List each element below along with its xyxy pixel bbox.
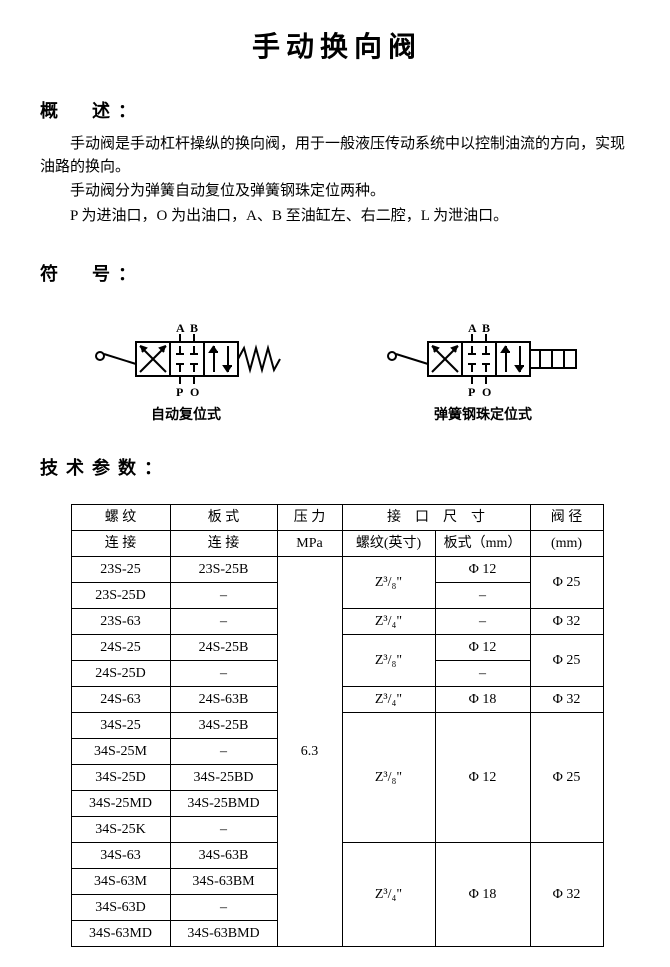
col-plate-bot: 连 接 xyxy=(170,531,277,557)
overview-p3: P 为进油口，O 为出油口，A、B 至油缸左、右二腔，L 为泄油口。 xyxy=(40,205,634,228)
overview-p2: 手动阀分为弹簧自动复位及弹簧钢珠定位两种。 xyxy=(40,180,634,203)
valve-symbol-detent-icon: A B P O xyxy=(378,318,588,398)
symbol-auto-caption: 自动复位式 xyxy=(151,404,221,425)
params-heading: 技术参数： xyxy=(40,455,634,482)
overview-heading: 概 述： xyxy=(40,98,634,125)
page-root: 手动换向阀 概 述： 手动阀是手动杠杆操纵的换向阀，用于一般液压传动系统中以控制… xyxy=(0,0,670,967)
port-p-label: P xyxy=(468,385,475,398)
port-b-label: B xyxy=(482,321,490,335)
col-thread-top: 螺 纹 xyxy=(71,505,170,531)
col-bore-bot: (mm) xyxy=(530,531,603,557)
table-row: 连 接 连 接 MPa 螺纹(英寸) 板式（mm） (mm) xyxy=(71,531,603,557)
col-if-plate: 板式（mm） xyxy=(435,531,530,557)
col-plate-top: 板 式 xyxy=(170,505,277,531)
overview-p1: 手动阀是手动杠杆操纵的换向阀，用于一般液压传动系统中以控制油流的方向，实现油路的… xyxy=(40,133,634,178)
symbol-detent-caption: 弹簧钢珠定位式 xyxy=(434,404,532,425)
table-row: 螺 纹 板 式 压 力 接 口 尺 寸 阀 径 xyxy=(71,505,603,531)
table-row: 23S-25 23S-25B 6.3 Z³/₈" Φ 12 Φ 25 xyxy=(71,557,603,583)
symbols-row: A B P O 自动复位式 xyxy=(40,318,634,425)
col-if-thread: 螺纹(英寸) xyxy=(342,531,435,557)
valve-symbol-auto-icon: A B P O xyxy=(86,318,286,398)
symbols-heading: 符 号： xyxy=(40,261,634,288)
col-press-bot: MPa xyxy=(277,531,342,557)
col-bore-top: 阀 径 xyxy=(530,505,603,531)
page-title: 手动换向阀 xyxy=(40,26,634,68)
port-a-label: A xyxy=(176,321,185,335)
port-b-label: B xyxy=(190,321,198,335)
params-table: 螺 纹 板 式 压 力 接 口 尺 寸 阀 径 连 接 连 接 MPa 螺纹(英… xyxy=(71,504,604,947)
symbol-auto-return: A B P O 自动复位式 xyxy=(86,318,286,425)
col-interface-group: 接 口 尺 寸 xyxy=(342,505,530,531)
col-thread-bot: 连 接 xyxy=(71,531,170,557)
port-p-label: P xyxy=(176,385,183,398)
port-o-label: O xyxy=(190,385,199,398)
col-press-top: 压 力 xyxy=(277,505,342,531)
port-o-label: O xyxy=(482,385,491,398)
pressure-cell: 6.3 xyxy=(277,557,342,947)
port-a-label: A xyxy=(468,321,477,335)
symbol-detent: A B P O 弹簧钢珠定位式 xyxy=(378,318,588,425)
